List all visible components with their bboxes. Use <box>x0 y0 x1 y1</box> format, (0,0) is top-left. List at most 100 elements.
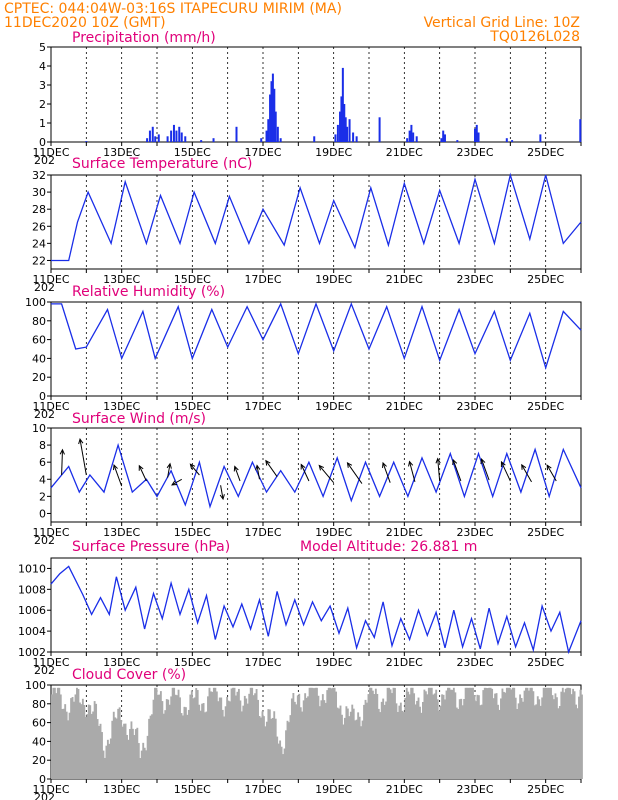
precip-bar <box>334 134 337 142</box>
cloud-bar <box>560 691 563 779</box>
header-grid-note: Vertical Grid Line: 10Z <box>424 15 580 31</box>
cloud-bar <box>80 704 83 779</box>
cloud-bar <box>327 687 330 779</box>
cloud-bar <box>58 687 61 779</box>
cloud-bar <box>508 687 511 779</box>
x-tick-label: 19DEC <box>315 273 352 286</box>
precip-bar <box>415 136 418 142</box>
cloud-bar <box>136 727 139 779</box>
pres-line <box>50 565 582 655</box>
cloud-bar <box>354 720 357 779</box>
x-tick-label: 21DEC <box>386 526 423 539</box>
cloud-bar <box>352 708 355 779</box>
cloud-bar <box>146 735 149 779</box>
x-tick-label: 25DEC <box>527 783 564 796</box>
y-tick-label: 2 <box>39 490 46 503</box>
wind-line <box>50 442 582 509</box>
temp-line <box>51 172 582 262</box>
cloud-bar <box>395 703 398 779</box>
cloud-bar <box>308 687 311 779</box>
precip-bar <box>343 104 346 142</box>
cloud-bar <box>422 701 424 779</box>
wind-vector-shaft <box>138 465 147 482</box>
cloud-bar <box>218 697 221 779</box>
wind-vector <box>78 438 87 476</box>
precip-bar <box>406 138 409 142</box>
x-tick-label: 13DEC <box>103 146 140 159</box>
cloud-bar <box>501 688 504 779</box>
wind-vector-shaft <box>220 485 224 500</box>
cloud-bar <box>329 687 332 779</box>
cloud-bar <box>578 696 580 779</box>
cloud-bar <box>310 687 312 779</box>
cloud-bar <box>485 687 488 779</box>
cloud-bar <box>504 692 507 779</box>
y-tick-label: 10 <box>32 422 46 435</box>
x-year-label: 202 <box>34 281 55 294</box>
cloud-bar <box>202 703 205 779</box>
cloud-bar <box>92 711 95 779</box>
cloud-bar <box>420 712 423 779</box>
x-tick-label: 23DEC <box>456 783 493 796</box>
cloud-bar <box>373 694 376 779</box>
cloud-bar <box>369 687 371 779</box>
precip-bar <box>180 132 183 142</box>
cloud-bar <box>388 687 391 779</box>
wind-vector <box>480 457 490 481</box>
cloud-bar <box>78 702 81 779</box>
wind-vector-shaft <box>382 462 391 483</box>
cloud-bar <box>120 720 123 779</box>
cloud-bar <box>305 697 308 779</box>
x-tick-label: 19DEC <box>315 526 352 539</box>
cloud-bar <box>544 687 547 779</box>
wind-vector-shaft <box>113 464 123 487</box>
cloud-bar <box>318 706 321 779</box>
cloud-bar <box>360 726 363 779</box>
cloud-bar <box>162 713 165 779</box>
cloud-bar <box>179 697 181 779</box>
cloud-bar <box>399 702 402 779</box>
cloud-bar <box>376 693 379 779</box>
cloud-bar <box>432 694 435 779</box>
cloud-bar <box>569 688 572 779</box>
cloud-bar <box>430 687 433 779</box>
panel-frame <box>50 557 582 653</box>
wind-vector <box>521 463 532 483</box>
cloud-bar <box>61 709 64 779</box>
y-tick-label: 100 <box>25 296 46 309</box>
cloud-bar <box>426 694 429 779</box>
cloud-bar <box>265 721 268 779</box>
cloud-bar <box>402 712 405 779</box>
precip-bar <box>178 126 181 142</box>
cloud-bar <box>62 708 65 779</box>
cloud-bar <box>87 704 90 779</box>
cloud-bar <box>126 734 128 779</box>
cloud-bar <box>558 705 561 779</box>
x-tick-label: 17DEC <box>244 146 281 159</box>
cloud-bar <box>245 698 248 779</box>
y-tick-label: 100 <box>25 679 46 692</box>
wind-vector-head <box>546 464 552 471</box>
cloud-bar <box>198 704 201 779</box>
precip-bar <box>172 124 175 142</box>
cloud-bar <box>193 697 196 779</box>
cloud-bar <box>581 694 583 779</box>
wind-vector <box>265 459 278 477</box>
cloud-bar <box>498 709 501 779</box>
cloud-bar <box>171 687 174 779</box>
wind-vector-shaft <box>546 464 557 482</box>
cloud-bar <box>226 696 229 779</box>
cloud-bar <box>366 702 368 779</box>
cloud-bar <box>332 687 335 779</box>
cloud-bar <box>343 717 346 779</box>
cloud-bar <box>338 708 340 779</box>
cloud-bar <box>557 708 560 779</box>
cloud-bar <box>486 688 489 779</box>
cloud-bar <box>564 688 567 779</box>
precip-bar <box>269 94 272 142</box>
x-tick-label: 11DEC <box>32 783 69 796</box>
y-tick-label: 30 <box>32 186 46 199</box>
cloud-bar <box>385 701 388 779</box>
cloud-bar <box>413 693 416 779</box>
cloud-bar <box>258 716 261 779</box>
